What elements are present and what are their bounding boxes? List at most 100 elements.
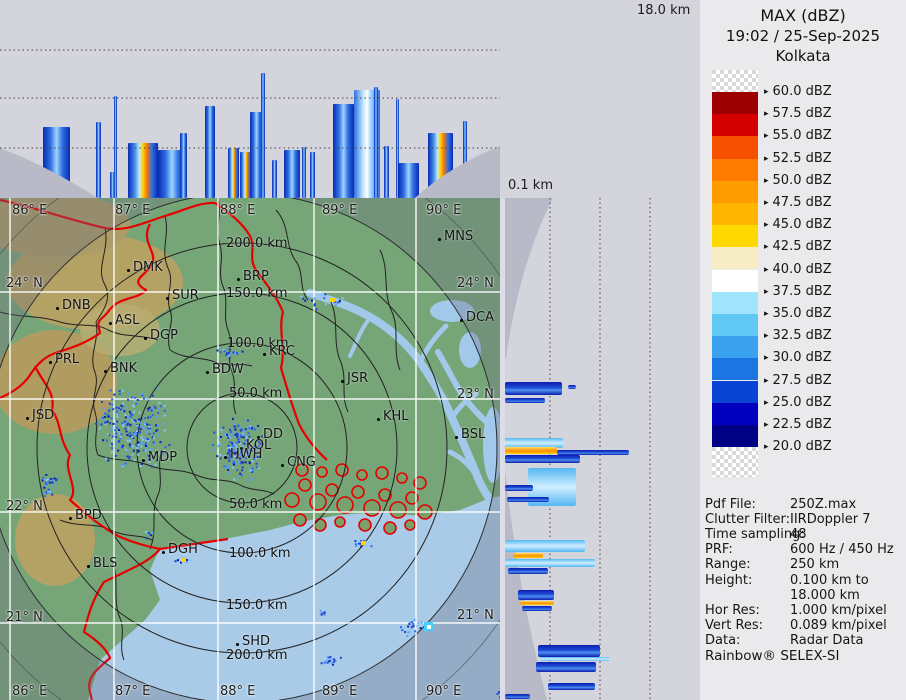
station-label: HWH [230,447,263,462]
echo-pixel [218,441,221,444]
echo-pixel [233,463,235,466]
scale-label: 37.5 dBZ [764,284,832,299]
scale-band [712,313,758,337]
echo-pixel [326,658,329,661]
echo-pixel [110,426,113,429]
echo-pixel [48,481,51,484]
echo-pixel [227,352,230,355]
scale-band [712,158,758,181]
station-dot [438,238,441,241]
echo-pixel [229,428,232,431]
echo-pixel [133,419,136,422]
echo-pixel [499,696,500,699]
echo-pixel [231,462,234,465]
echo-pixel [228,457,231,460]
metadata-value: 1.000 km/pixel [790,602,887,618]
echo-pixel [408,622,411,625]
echo-pixel [131,419,134,422]
echo-pixel [132,432,135,435]
echo-streak [538,645,600,657]
legend-panel: MAX (dBZ) 19:02 / 25-Sep-2025 Kolkata 60… [700,0,906,700]
echo-pixel [247,479,250,482]
echo-pixel [138,411,141,414]
echo-column [205,106,215,198]
echo-pixel [231,446,233,449]
echo-pixel [331,662,333,665]
echo-pixel [131,436,134,439]
echo-pixel [128,439,131,442]
echo-pixel [133,410,136,413]
lat-label: 23° N [457,387,494,402]
echo-pixel [362,538,365,541]
echo-pixel [43,495,46,498]
echo-pixel [111,447,114,450]
echo-pixel [250,426,253,429]
echo-pixel [338,301,341,304]
scale-label: 52.5 dBZ [764,151,832,166]
station-dot [237,278,240,281]
echo-pixel [42,476,45,479]
echo-pixel [116,410,119,413]
echo-pixel [319,609,322,612]
echo-pixel [124,416,127,419]
echo-pixel [241,350,244,353]
echo-pixel [126,422,129,425]
metadata-value: 0.089 km/pixel [790,617,887,633]
echo-pixel [413,632,416,635]
echo-pixel [185,561,188,564]
station-label: DCA [466,310,494,325]
echo-pixel [315,308,318,311]
echo-pixel [141,392,144,395]
echo-pixel [228,459,231,462]
echo-pixel [132,404,135,407]
echo-pixel [129,415,132,418]
scale-label: 60.0 dBZ [764,84,832,99]
echo-pixel [135,431,138,434]
echo-pixel [332,658,335,661]
echo-pixel [124,427,127,430]
echo-streak [505,447,557,454]
echo-pixel [247,446,250,449]
echo-pixel [164,446,167,449]
echo-pixel [355,545,358,547]
echo-pixel [227,465,230,468]
echo-pixel [231,442,233,444]
echo-pixel [149,415,152,418]
echo-pixel [401,629,404,631]
echo-pixel [333,301,336,304]
echo-pixel [145,442,147,445]
station-label: MDP [148,450,178,465]
echo-pixel [135,434,138,437]
echo-pixel [109,389,112,392]
station-dot [341,380,344,383]
scale-label: 45.0 dBZ [764,217,832,232]
echo-pixel [122,402,125,405]
echo-pixel [219,346,221,349]
echo-pixel [180,561,182,564]
echo-pixel [145,445,148,447]
echo-pixel [324,293,327,296]
echo-streak [518,590,554,600]
echo-pixel [332,660,335,663]
echo-pixel [126,439,129,442]
echo-pixel [143,397,145,400]
echo-pixel [106,439,108,442]
echo-pixel [412,622,415,625]
range-ring-label: 100.0 km [229,546,291,561]
scale-label: 25.0 dBZ [764,395,832,410]
echo-pixel [102,407,105,410]
echo-pixel [229,455,232,458]
echo-pixel [239,454,242,457]
echo-pixel [136,399,139,401]
metadata-row: Range: 250 km [700,557,906,572]
echo-pixel [323,611,326,614]
echo-pixel [240,445,243,448]
echo-pixel [238,450,241,453]
echo-pixel [152,408,155,411]
echo-pixel [320,662,323,665]
scale-band [712,424,758,448]
metadata-label: Range: [705,557,751,573]
scale-band [712,380,758,403]
echo-pixel [152,441,155,444]
echo-pixel [112,422,115,425]
